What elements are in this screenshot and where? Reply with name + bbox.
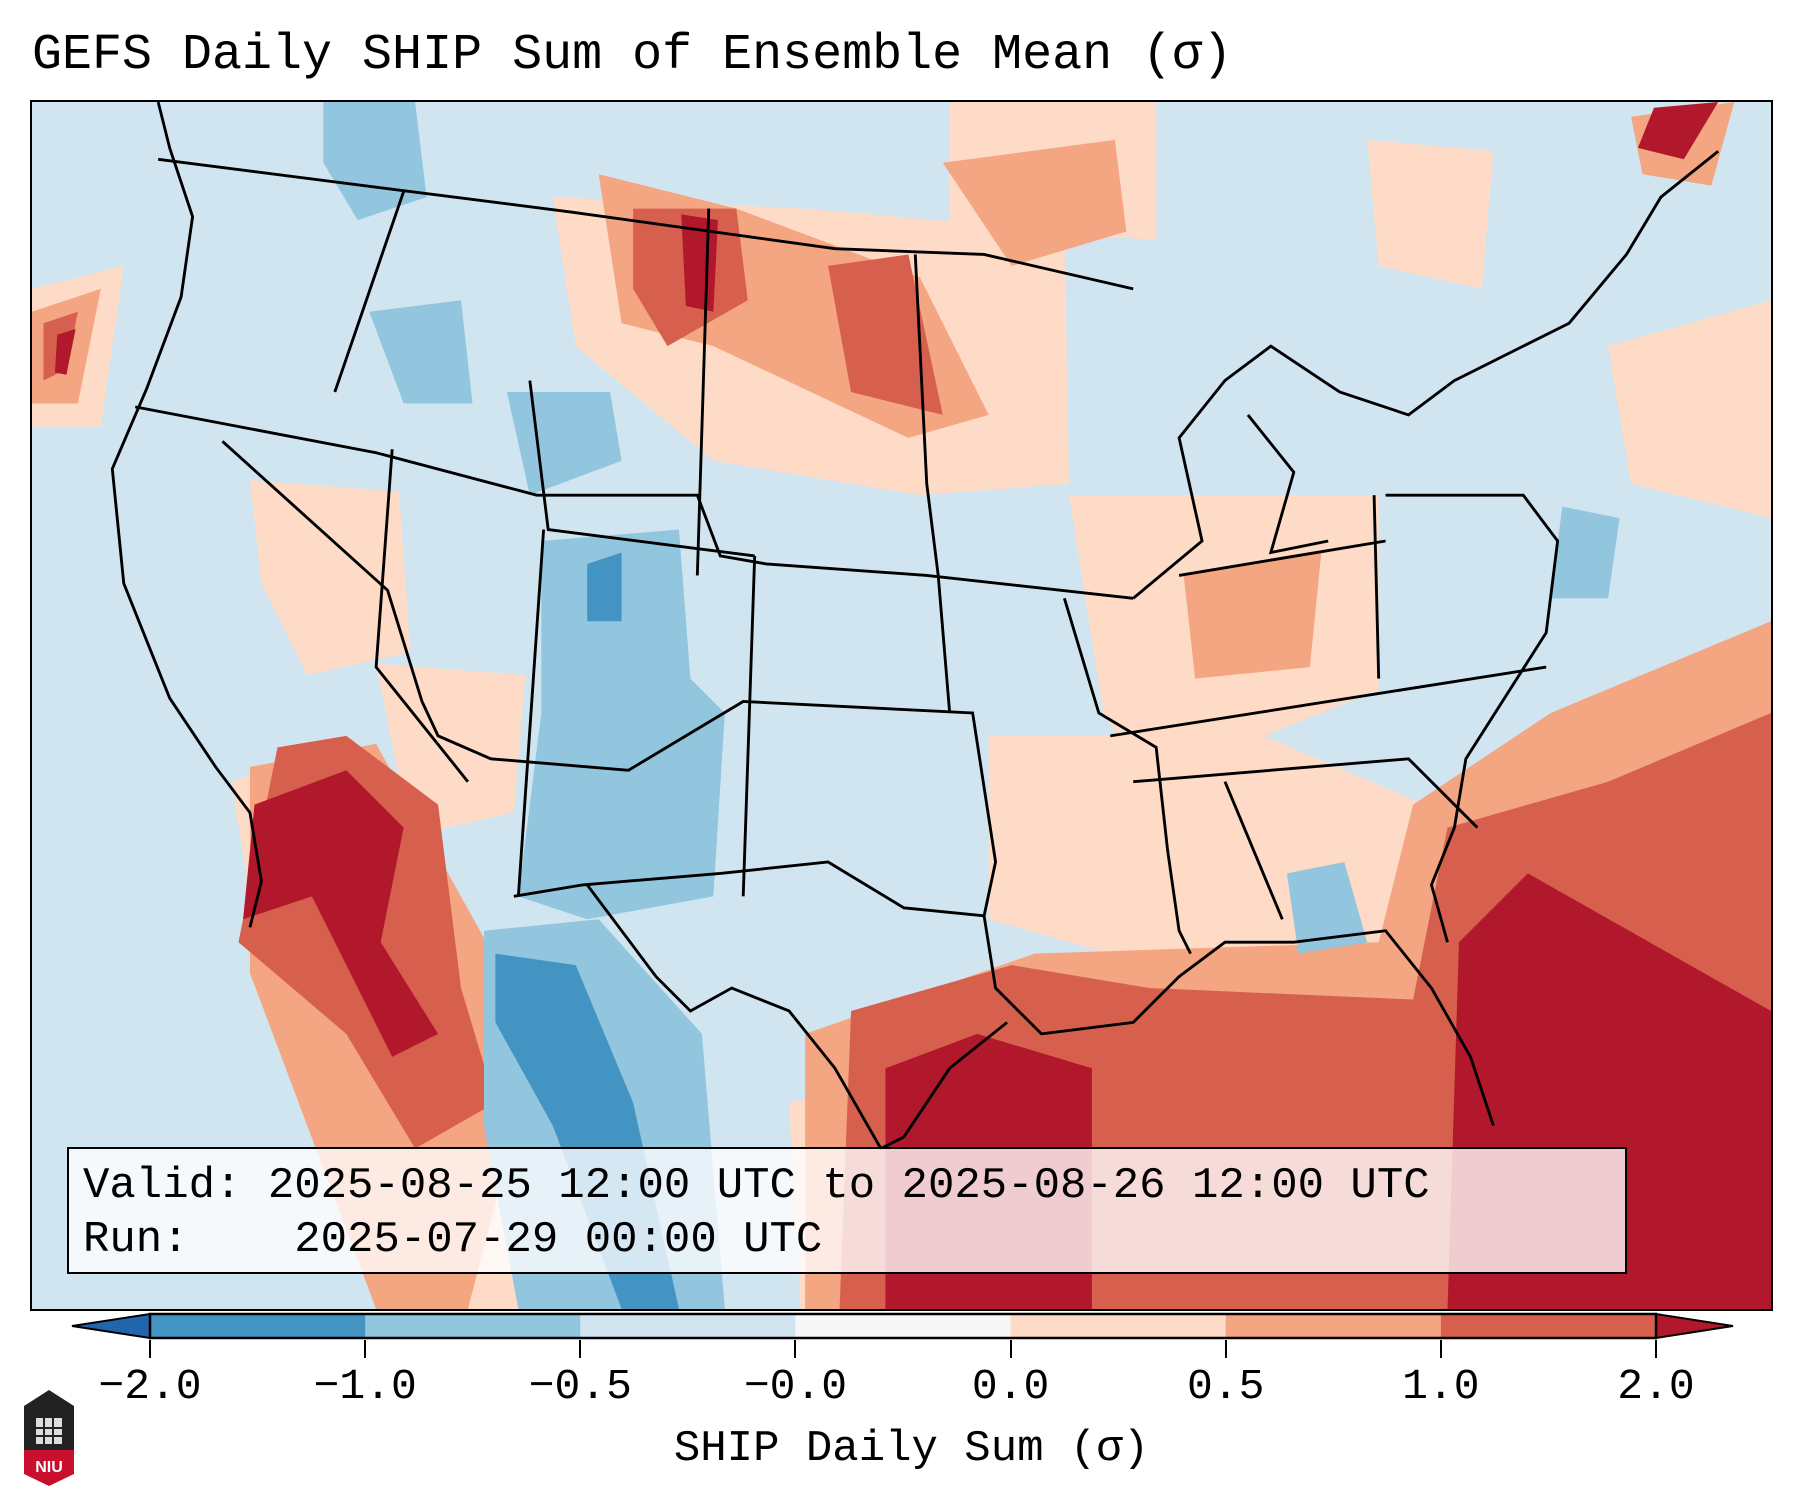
colorbar-tick-mark [794, 1340, 797, 1358]
colorbar-tick-label: −0.0 [743, 1362, 848, 1411]
colorbar-tick-label: −0.5 [528, 1362, 632, 1411]
colorbar-tick-mark [149, 1340, 151, 1358]
ship-anomaly-map [32, 102, 1771, 1309]
run-line: Run: 2025-07-29 00:00 UTC [83, 1213, 1611, 1267]
map-panel [30, 100, 1773, 1311]
colorbar-bin [1010, 1314, 1227, 1338]
colorbar-over-extension [1655, 1312, 1734, 1340]
colorbar-tick-mark [1009, 1340, 1012, 1358]
colorbar-bin [580, 1314, 796, 1338]
colorbar-tick-mark [364, 1340, 367, 1358]
colorbar-outline [148, 1312, 1658, 1340]
valid-value: 2025-08-25 12:00 UTC to 2025-08-26 12:00… [267, 1161, 1430, 1211]
colorbar-bin [1225, 1314, 1442, 1338]
colorbar-tick-label: 0.5 [1186, 1362, 1265, 1411]
colorbar-bin [365, 1314, 581, 1338]
colorbar-tick-mark [1655, 1340, 1657, 1358]
colorbar-tick-mark [579, 1340, 582, 1358]
colorbar-tick-label: −2.0 [98, 1362, 202, 1411]
valid-line: Valid: 2025-08-25 12:00 UTC to 2025-08-2… [83, 1159, 1611, 1213]
colorbar-tick-label: 1.0 [1402, 1362, 1480, 1411]
state-and-coast-boundaries [110, 102, 1720, 1151]
colorbar-tick-mark [1224, 1340, 1227, 1358]
validity-legend-box: Valid: 2025-08-25 12:00 UTC to 2025-08-2… [67, 1147, 1627, 1274]
run-label: Run: [83, 1215, 189, 1265]
chart-title: GEFS Daily SHIP Sum of Ensemble Mean (σ) [32, 27, 1233, 84]
colorbar-tick-mark [1439, 1340, 1442, 1358]
colorbar [71, 1312, 1734, 1340]
valid-label: Valid: [83, 1161, 242, 1211]
run-value: 2025-07-29 00:00 UTC [294, 1215, 823, 1265]
niu-logo: NIU [24, 1390, 74, 1486]
colorbar-label: SHIP Daily Sum (σ) [673, 1424, 1150, 1474]
colorbar-tick-label: −1.0 [313, 1362, 417, 1411]
colorbar-tick-label: 2.0 [1617, 1362, 1695, 1411]
colorbar-under-extension [71, 1312, 151, 1340]
colorbar-bin [795, 1314, 1012, 1338]
colorbar-tick-label: 0.0 [971, 1362, 1050, 1411]
colorbar-bin [150, 1314, 366, 1338]
colorbar-bin [1440, 1314, 1657, 1338]
logo-text: NIU [35, 1459, 63, 1476]
